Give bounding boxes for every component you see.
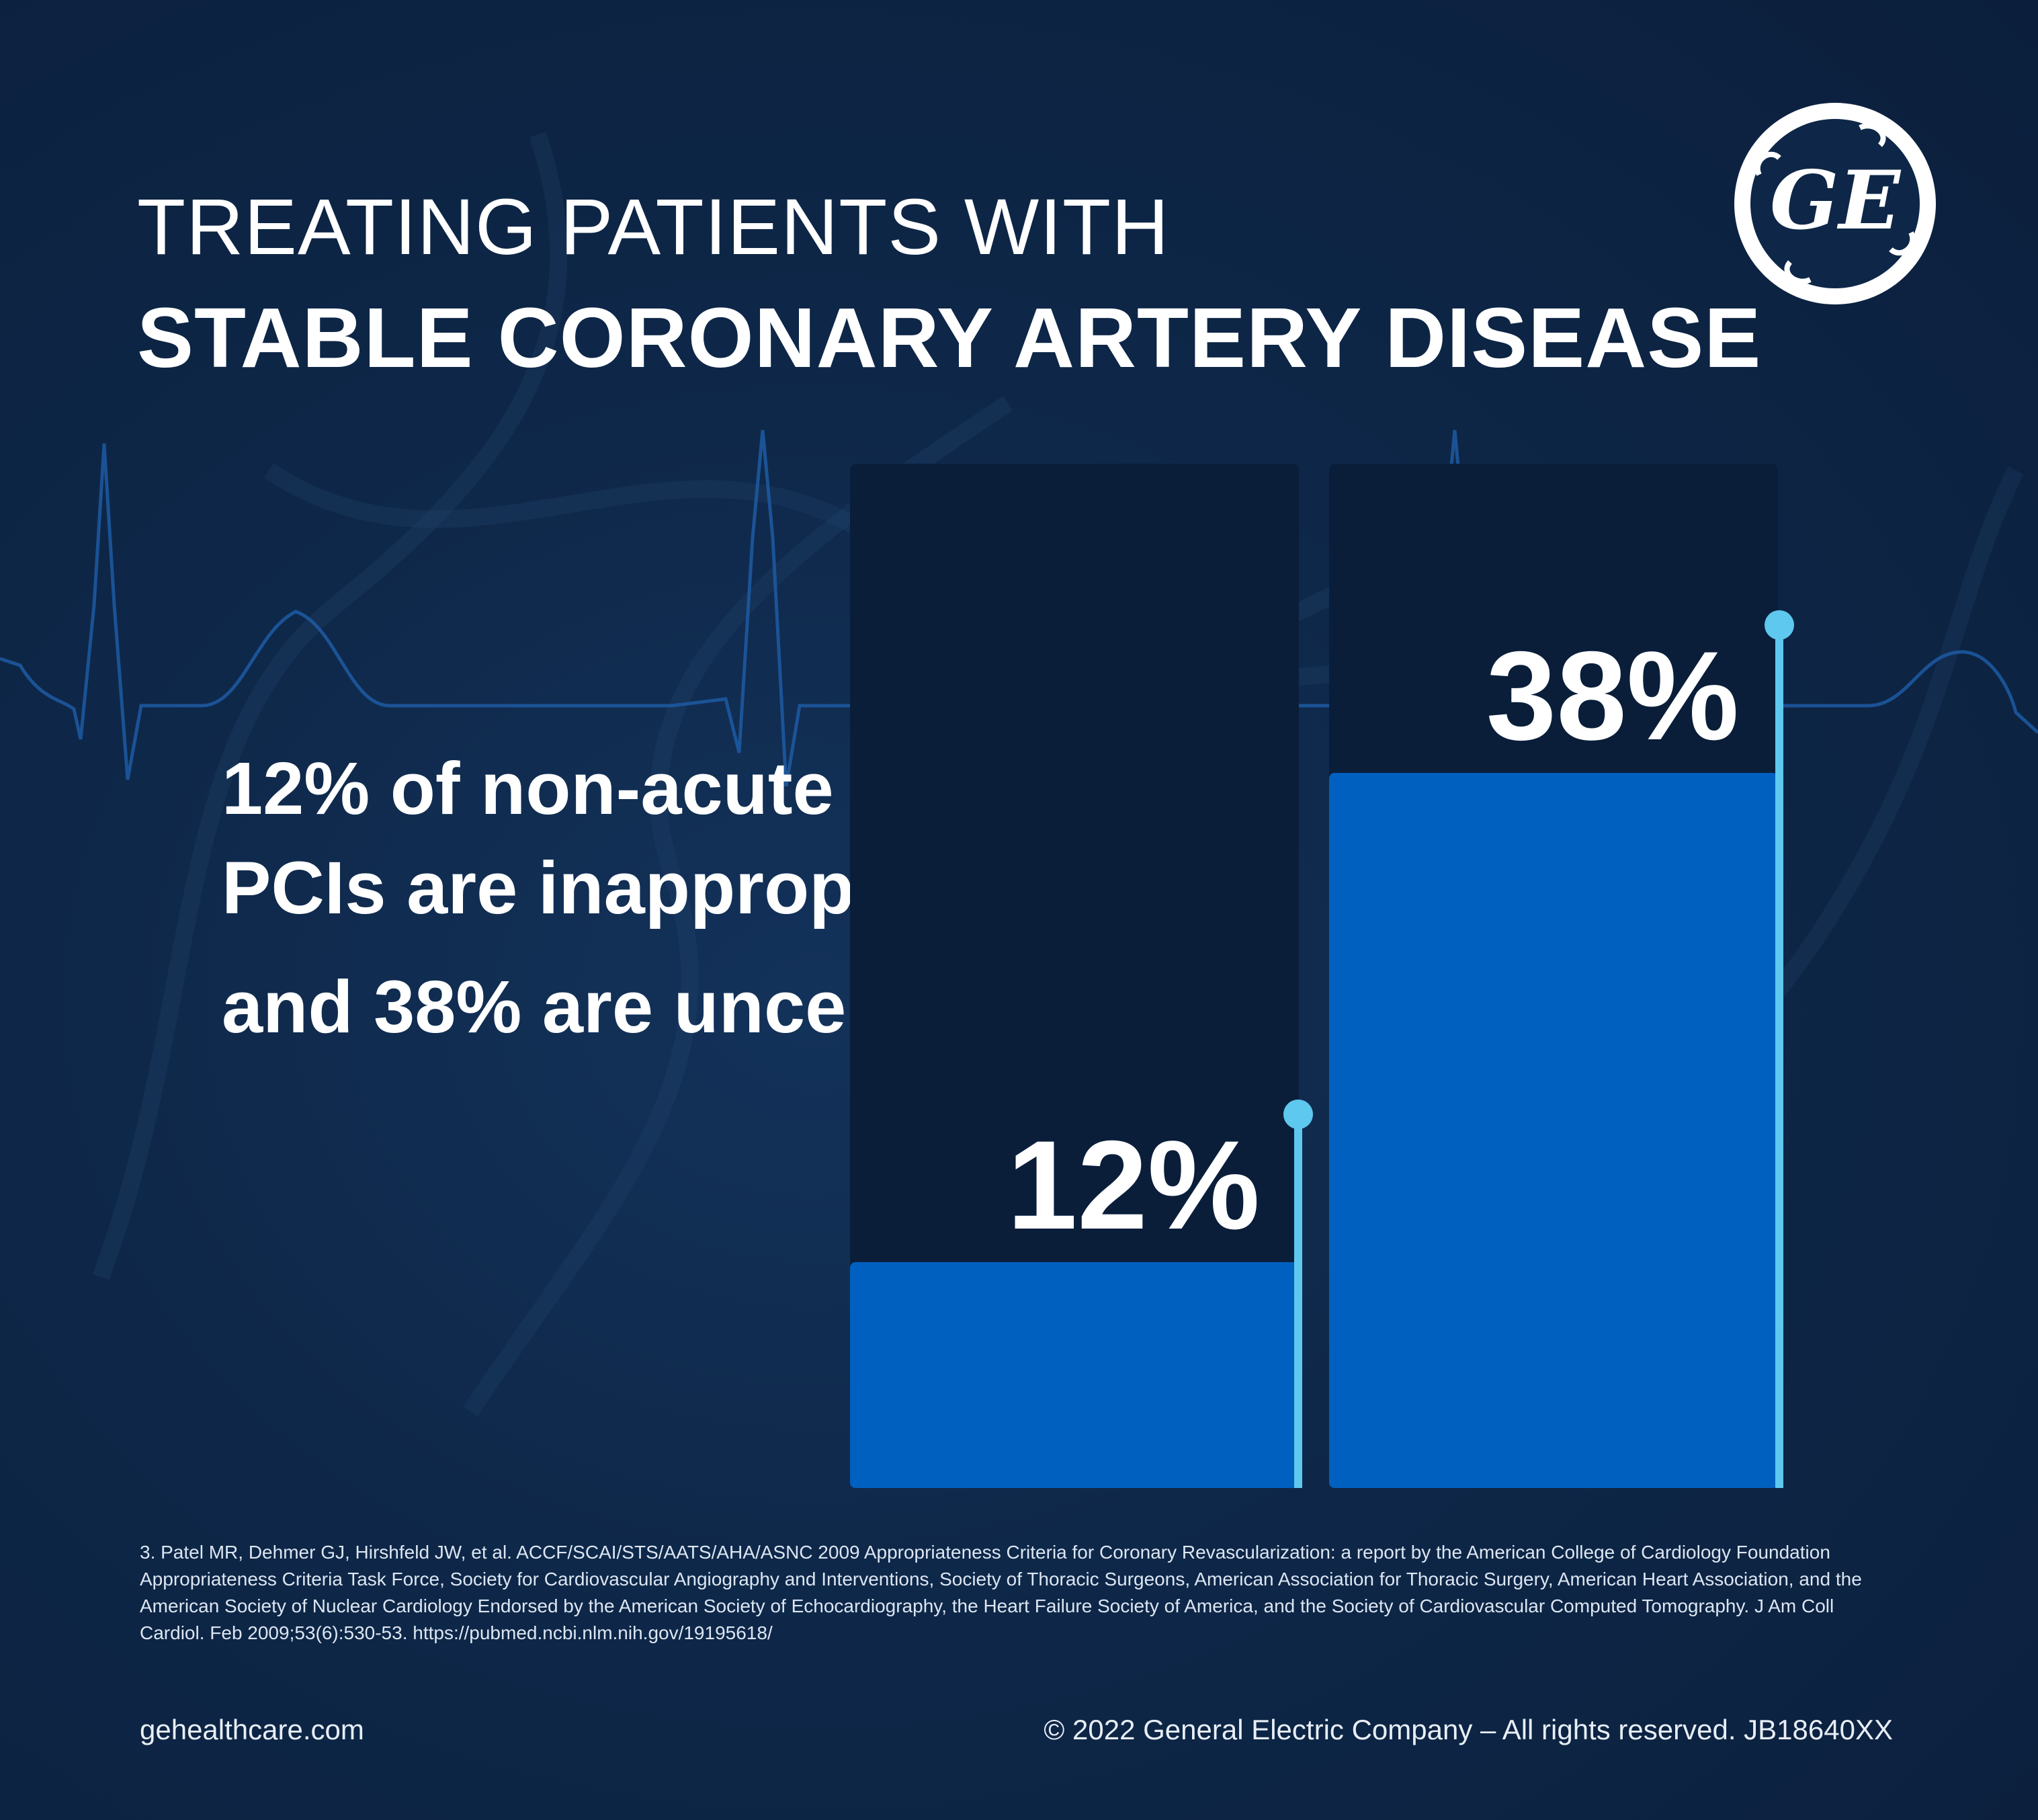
title-line-2: STABLE CORONARY ARTERY DISEASE bbox=[137, 290, 1762, 385]
website-link[interactable]: gehealthcare.com bbox=[140, 1714, 364, 1745]
marker-dot-0 bbox=[1283, 1100, 1313, 1129]
bar-0 bbox=[850, 1262, 1299, 1488]
bars bbox=[850, 773, 1778, 1488]
marker-dot-1 bbox=[1765, 610, 1794, 640]
title-line-1: TREATING PATIENTS WITH bbox=[137, 183, 1170, 272]
ge-monogram-icon: GE bbox=[1734, 103, 1936, 304]
markers bbox=[1283, 610, 1794, 1488]
bar-1 bbox=[1329, 773, 1778, 1488]
bar-track-0 bbox=[850, 464, 1299, 1488]
logo-text: GE bbox=[1770, 153, 1901, 248]
headline-line-1: 12% of non-acute bbox=[222, 747, 834, 830]
data-label-0: 12% bbox=[1007, 1114, 1260, 1255]
copyright: © 2022 General Electric Company – All ri… bbox=[1044, 1714, 1893, 1745]
data-label-1: 38% bbox=[1486, 625, 1739, 766]
footnote: 3. Patel MR, Dehmer GJ, Hirshfeld JW, et… bbox=[140, 1542, 1862, 1643]
data-labels: 12% 38% bbox=[1007, 625, 1739, 1255]
